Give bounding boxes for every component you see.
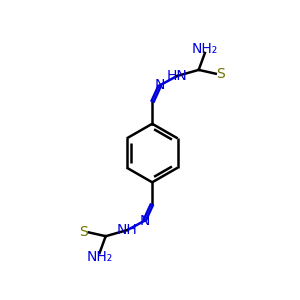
- Text: NH: NH: [117, 223, 138, 237]
- Text: NH₂: NH₂: [86, 250, 112, 264]
- Text: S: S: [80, 225, 88, 239]
- Text: NH₂: NH₂: [192, 42, 218, 56]
- Text: HN: HN: [167, 69, 188, 83]
- Text: N: N: [155, 78, 165, 92]
- Text: S: S: [216, 67, 225, 81]
- Text: N: N: [139, 214, 150, 228]
